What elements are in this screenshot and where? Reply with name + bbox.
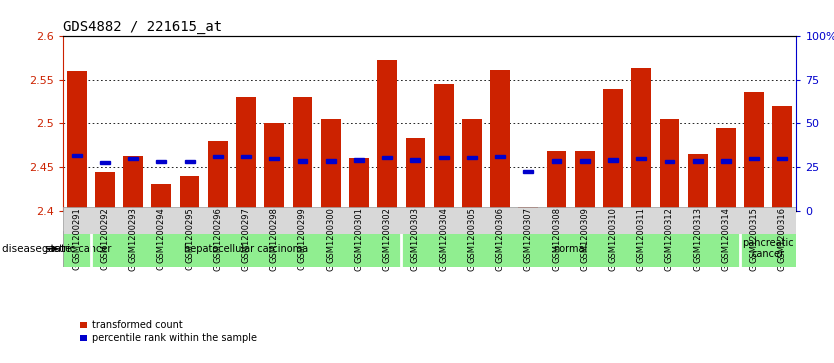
Text: GSM1200297: GSM1200297: [242, 207, 250, 263]
Bar: [462, 119, 482, 211]
Bar: [128, 156, 138, 160]
Text: GSM1200312: GSM1200312: [665, 207, 674, 263]
Text: GSM1200293: GSM1200293: [128, 207, 138, 263]
Text: GSM1200298: GSM1200298: [269, 207, 279, 263]
Bar: [401, 231, 740, 267]
Bar: [490, 70, 510, 211]
Bar: [749, 156, 759, 160]
Text: hepatocellular carcinoma: hepatocellular carcinoma: [184, 244, 308, 254]
Bar: [744, 92, 764, 211]
Bar: [63, 231, 91, 267]
Text: disease state: disease state: [2, 244, 71, 254]
Text: normal: normal: [554, 244, 588, 254]
Bar: [575, 151, 595, 211]
Bar: [349, 158, 369, 211]
Bar: [377, 60, 397, 211]
Text: GSM1200310: GSM1200310: [609, 207, 617, 263]
Bar: [405, 138, 425, 211]
Text: pancreatic
cancer: pancreatic cancer: [742, 238, 794, 260]
Bar: [608, 158, 618, 162]
Text: GSM1200316: GSM1200316: [778, 207, 786, 264]
Bar: [264, 123, 284, 211]
Text: GSM1200309: GSM1200309: [580, 207, 590, 263]
Bar: [184, 160, 194, 163]
Bar: [152, 184, 171, 211]
Bar: [157, 160, 166, 163]
Bar: [410, 158, 420, 162]
Text: GSM1200296: GSM1200296: [214, 207, 223, 263]
Bar: [72, 154, 82, 158]
Bar: [551, 159, 561, 163]
Bar: [298, 159, 308, 163]
Bar: [241, 155, 251, 158]
Bar: [519, 207, 538, 211]
Bar: [740, 231, 796, 267]
Text: gastric cancer: gastric cancer: [42, 244, 112, 254]
Text: GSM1200300: GSM1200300: [326, 207, 335, 263]
Text: GSM1200299: GSM1200299: [298, 207, 307, 263]
Bar: [67, 71, 87, 211]
Text: GSM1200302: GSM1200302: [383, 207, 392, 263]
Bar: [631, 68, 651, 211]
Text: GSM1200295: GSM1200295: [185, 207, 194, 263]
Bar: [467, 156, 477, 159]
Bar: [665, 160, 675, 163]
Text: GSM1200303: GSM1200303: [411, 207, 420, 264]
Text: GSM1200313: GSM1200313: [693, 207, 702, 264]
Text: GSM1200308: GSM1200308: [552, 207, 561, 264]
Bar: [439, 156, 449, 159]
Bar: [580, 159, 590, 163]
Text: GSM1200291: GSM1200291: [73, 207, 81, 263]
Bar: [721, 159, 731, 163]
Bar: [688, 154, 707, 211]
Bar: [636, 156, 646, 160]
Bar: [546, 151, 566, 211]
Bar: [91, 231, 401, 267]
Bar: [293, 97, 313, 211]
Text: GDS4882 / 221615_at: GDS4882 / 221615_at: [63, 20, 222, 34]
Bar: [524, 170, 533, 173]
Text: GSM1200294: GSM1200294: [157, 207, 166, 263]
Text: GSM1200315: GSM1200315: [750, 207, 759, 263]
Text: GSM1200314: GSM1200314: [721, 207, 731, 263]
Bar: [716, 128, 736, 211]
Text: GSM1200292: GSM1200292: [100, 207, 109, 263]
Bar: [123, 156, 143, 211]
Bar: [269, 156, 279, 160]
Text: GSM1200311: GSM1200311: [636, 207, 646, 263]
Bar: [236, 97, 256, 211]
Text: GSM1200301: GSM1200301: [354, 207, 364, 263]
Bar: [382, 156, 392, 159]
Legend: transformed count, percentile rank within the sample: transformed count, percentile rank withi…: [76, 317, 261, 347]
Bar: [213, 155, 223, 158]
Bar: [208, 141, 228, 211]
Bar: [354, 158, 364, 162]
Text: GSM1200304: GSM1200304: [440, 207, 448, 263]
Text: GSM1200306: GSM1200306: [495, 207, 505, 264]
Bar: [434, 84, 454, 211]
Bar: [95, 172, 115, 211]
Text: GSM1200305: GSM1200305: [467, 207, 476, 263]
Bar: [321, 119, 340, 211]
Bar: [693, 159, 702, 163]
Bar: [179, 176, 199, 211]
Bar: [603, 89, 623, 211]
Bar: [772, 106, 792, 211]
Text: GSM1200307: GSM1200307: [524, 207, 533, 264]
Bar: [100, 161, 110, 164]
Bar: [495, 155, 505, 158]
Bar: [326, 159, 335, 163]
Bar: [777, 156, 787, 160]
Bar: [660, 119, 680, 211]
